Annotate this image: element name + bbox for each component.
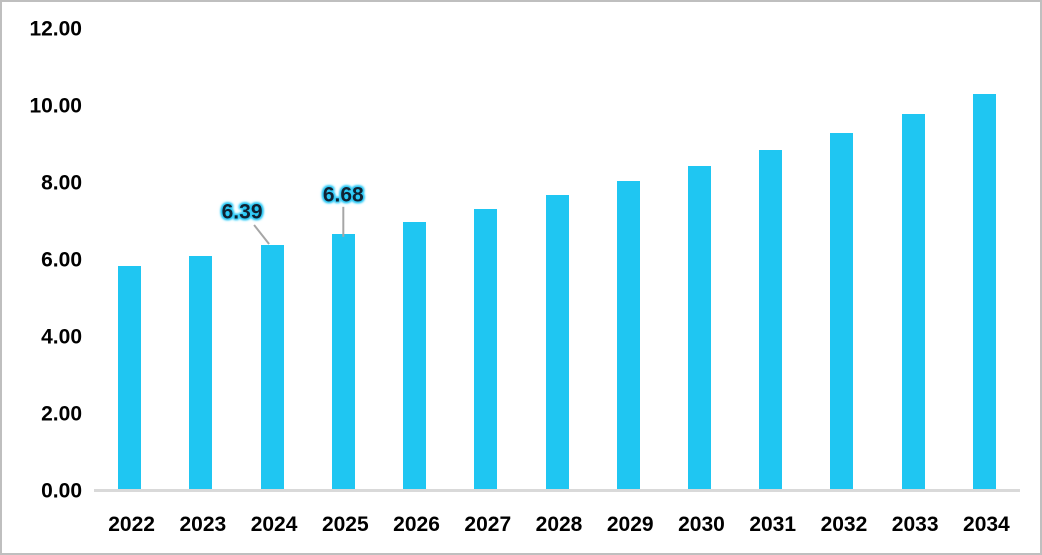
x-tick-label-2032: 2032 — [820, 513, 868, 536]
bar-2031 — [759, 149, 783, 491]
x-tick-label-2024: 2024 — [250, 513, 298, 536]
bar-2028 — [545, 195, 569, 491]
bar-2034 — [972, 94, 996, 491]
bar-2025 — [331, 233, 355, 491]
x-tick-label-2030: 2030 — [678, 513, 725, 536]
bar-2029 — [616, 181, 640, 491]
y-tick-label: 12.00 — [29, 17, 82, 41]
y-tick-label: 0.00 — [41, 479, 82, 503]
data-label-2024: 6.39 — [221, 200, 263, 224]
x-tick-label-2022: 2022 — [108, 513, 155, 536]
x-tick-label-2033: 2033 — [891, 513, 939, 536]
x-tick-label-2028: 2028 — [535, 513, 583, 536]
bar-2030 — [687, 166, 711, 491]
x-tick-label-2029: 2029 — [606, 513, 654, 536]
x-tick-label-2031: 2031 — [749, 513, 797, 536]
data-label-2025: 6.68 — [322, 183, 364, 207]
y-tick-label: 8.00 — [41, 171, 82, 195]
x-tick-label-2023: 2023 — [179, 513, 227, 536]
bar-2032 — [830, 132, 854, 491]
x-tick-label-2026: 2026 — [393, 513, 440, 536]
y-tick-label: 10.00 — [29, 94, 82, 118]
x-tick-label-2034: 2034 — [963, 513, 1010, 536]
x-axis-line — [94, 489, 1020, 492]
bar-2024 — [260, 244, 284, 491]
bar-2026 — [403, 221, 427, 491]
bar-2022 — [118, 266, 142, 491]
y-tick-label: 6.00 — [41, 248, 82, 272]
x-tick-label-2025: 2025 — [321, 513, 369, 536]
y-tick-label: 2.00 — [41, 402, 82, 426]
bar-2027 — [474, 209, 498, 491]
bar-2023 — [189, 256, 213, 491]
x-tick-label-2027: 2027 — [464, 513, 512, 536]
leader-line-2024 — [253, 224, 270, 245]
bar-2033 — [901, 114, 925, 491]
y-tick-label: 4.00 — [41, 325, 82, 349]
